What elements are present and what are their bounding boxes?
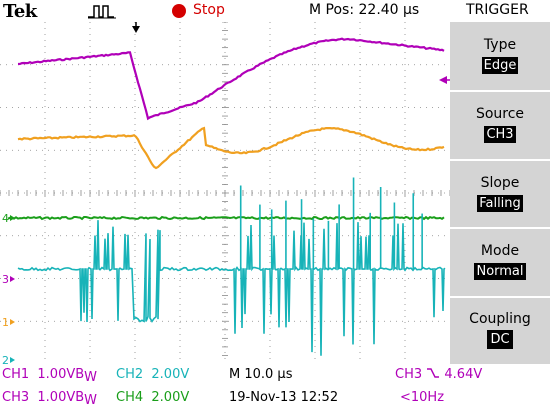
ch4-readout[interactable]: CH4 2.00V [116, 390, 189, 405]
ch1-name: CH1 [2, 367, 30, 382]
ch1-readout[interactable]: CH1 1.00VB W [2, 367, 97, 385]
left-arrow-icon [439, 76, 447, 84]
ch3-bandwidth-limit: W [84, 393, 98, 408]
menu-divider [450, 227, 550, 229]
ch2-orange-trace [17, 126, 445, 170]
trigger-source: CH3 [395, 367, 423, 382]
ch3-bandwidth-suffix: B [75, 390, 85, 405]
ch2-scale: 2.00V [151, 367, 190, 382]
menu-item-value: Falling [477, 195, 523, 212]
menu-divider [450, 90, 550, 92]
stop-indicator-icon [172, 4, 186, 18]
ch1-trace [17, 37, 445, 121]
bottom-status-bar: CH1 1.00VB W CH2 2.00V M 10.0 µs CH3 4.64… [0, 364, 550, 412]
menu-item-source[interactable]: Source CH3 [450, 105, 550, 143]
ch1-marker: 1 [2, 316, 9, 329]
trigger-readout: CH3 4.64V [395, 367, 482, 382]
trigger-frequency: <10Hz [400, 390, 445, 405]
ch4-scale: 2.00V [151, 390, 190, 405]
menu-item-type[interactable]: Type Edge [450, 36, 550, 74]
date-time: 19-Nov-13 12:52 [229, 390, 339, 405]
pulse-waveform-icon [86, 3, 126, 23]
ch1-marker-arrow [10, 319, 15, 325]
trigger-level: 4.64V [444, 367, 483, 382]
down-arrow-icon [132, 26, 140, 33]
menu-item-label: Coupling [469, 311, 531, 327]
graticule: 4 3 1 2 [0, 21, 451, 367]
ch2-readout[interactable]: CH2 2.00V [116, 367, 189, 382]
menu-item-value: CH3 [484, 126, 516, 143]
menu-item-value: DC [487, 330, 513, 349]
menu-item-value: Edge [481, 57, 519, 74]
menu-divider [450, 296, 550, 298]
top-status-bar: Tek Stop M Pos: 22.40 µs TRIGGER [0, 0, 550, 22]
ch3-scale: 1.00V [37, 390, 76, 405]
menu-item-label: Type [483, 37, 517, 53]
ch3-marker-arrow [10, 276, 15, 282]
ch2-name: CH2 [116, 367, 144, 382]
menu-item-slope[interactable]: Slope Falling [450, 174, 550, 212]
run-state: Stop [193, 2, 225, 18]
menu-title: TRIGGER [466, 2, 529, 18]
menu-item-label: Mode [480, 243, 520, 259]
ch4-marker-arrow [10, 215, 15, 221]
brand-logo: Tek [3, 1, 37, 22]
menu-item-value: Normal [474, 263, 526, 280]
menu-item-label: Source [475, 106, 525, 122]
ch3-readout[interactable]: CH3 1.00VB W [2, 390, 97, 408]
trigger-menu: Type Edge Source CH3 Slope Falling Mode … [450, 22, 550, 364]
waveform-display: 4 3 1 2 [0, 21, 451, 367]
ch1-bandwidth-suffix: B [75, 367, 85, 382]
ch1-scale: 1.00V [37, 367, 76, 382]
menu-item-label: Slope [480, 175, 520, 191]
ch2-marker: 2 [2, 354, 9, 364]
ch4-trace [7, 215, 445, 221]
time-scale: M 10.0 µs [229, 367, 293, 382]
ch3-name: CH3 [2, 390, 30, 405]
menu-item-coupling[interactable]: Coupling DC [450, 310, 550, 349]
ch1-bandwidth-limit: W [84, 370, 98, 385]
menu-item-mode[interactable]: Mode Normal [450, 242, 550, 280]
menu-divider [450, 159, 550, 161]
ch4-name: CH4 [116, 390, 144, 405]
ch3-marker: 3 [2, 273, 9, 286]
falling-edge-icon [427, 368, 440, 378]
ch4-marker: 4 [2, 212, 9, 225]
ch2-marker-arrow [10, 357, 15, 363]
horizontal-position: M Pos: 22.40 µs [309, 2, 420, 18]
